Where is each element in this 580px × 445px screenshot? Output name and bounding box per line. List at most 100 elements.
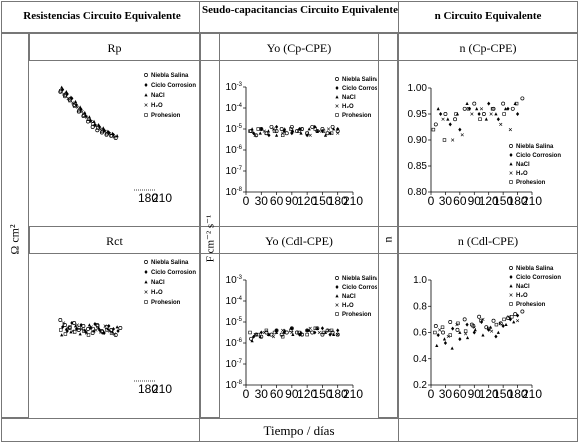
y-tick-label: 0.85 (408, 161, 428, 172)
data-point (484, 117, 488, 121)
data-point (478, 117, 482, 121)
legend-entry: NaCl (516, 162, 530, 168)
x-tick-label: 120 (297, 194, 317, 208)
data-point (510, 106, 515, 111)
legend-marker (509, 153, 513, 157)
data-point (506, 106, 510, 111)
data-point (60, 85, 64, 89)
data-point (98, 330, 103, 334)
legend-entry: Prohesion (342, 312, 372, 318)
legend-marker (509, 275, 513, 279)
x-tick-label: 180 (328, 194, 348, 208)
header-seudo-capacitancias: Seudo-capacitancias Circuito Equivalente (202, 4, 398, 16)
data-point (72, 330, 77, 334)
ylabel-capacitance: F cm⁻² s⁻¹ (204, 214, 217, 263)
y-tick-label: 10-8 (226, 380, 243, 391)
data-point (320, 129, 325, 134)
data-point (96, 324, 100, 328)
data-point (60, 333, 64, 337)
legend-entry: Ciclo Corrosion (151, 83, 196, 89)
data-point (502, 317, 506, 322)
data-point (481, 317, 485, 321)
ylabel-resistance: Ω cm² (7, 224, 22, 255)
data-point (72, 104, 77, 108)
data-point (78, 105, 82, 109)
data-point (82, 113, 86, 117)
data-point (515, 319, 520, 323)
legend-marker (144, 93, 148, 97)
legend-entry: Ciclo Corrosion (342, 285, 377, 291)
x-tick-label: 90 (468, 387, 482, 401)
y-tick-exponent: -7 (237, 359, 243, 365)
x-tick-label: 60 (453, 387, 467, 401)
data-point (59, 328, 63, 332)
row1-title-cell (29, 33, 578, 61)
data-point (305, 131, 309, 135)
data-point (503, 107, 508, 111)
data-point (77, 108, 81, 113)
data-point (455, 327, 460, 332)
data-point (438, 328, 442, 332)
data-point (66, 326, 70, 330)
legend-entry: Prohesion (151, 300, 181, 306)
data-point (272, 330, 277, 335)
title-n-cdl: n (Cdl-CPE) (457, 234, 519, 248)
x-tick-label: 0 (243, 387, 250, 401)
data-point (456, 321, 460, 326)
legend-entry: Ciclo Corrosion (151, 270, 196, 276)
legend-marker (509, 144, 513, 148)
y-tick-label: 10-7 (226, 359, 243, 370)
data-point (325, 328, 330, 333)
data-point (259, 330, 263, 335)
legend-entry: Prohesion (151, 113, 181, 119)
y-tick-exponent: -4 (237, 103, 243, 109)
data-point (250, 339, 254, 343)
legend-marker (144, 290, 148, 294)
data-point (109, 134, 114, 138)
legend-marker (335, 95, 339, 99)
x-tick-label: 150 (312, 387, 332, 401)
data-point (91, 327, 95, 331)
data-point (458, 330, 462, 334)
data-point (451, 326, 455, 331)
data-point (443, 341, 448, 345)
data-point (258, 131, 262, 135)
data-point (85, 331, 89, 335)
data-point (266, 332, 271, 336)
data-point (494, 322, 499, 327)
data-point (289, 328, 293, 333)
x-tick-label: 0 (243, 194, 250, 208)
data-point (446, 117, 450, 121)
data-point (451, 138, 455, 142)
y-tick-exponent: -4 (237, 296, 243, 302)
data-point (329, 328, 334, 333)
x-tick-label: 150 (493, 194, 513, 208)
data-point (463, 329, 468, 333)
data-point (313, 326, 317, 331)
data-point (336, 332, 340, 337)
y-tick-exponent: -5 (237, 317, 243, 323)
data-point (436, 333, 440, 338)
data-point (248, 330, 252, 335)
data-point (82, 329, 86, 333)
data-point (508, 127, 512, 132)
data-point (475, 107, 479, 111)
data-point (113, 136, 118, 140)
data-point (515, 112, 520, 116)
data-point (481, 333, 485, 337)
data-point (68, 325, 72, 329)
legend-entry: Ciclo Corrosion (516, 275, 561, 281)
data-point (442, 337, 447, 341)
data-point (465, 101, 469, 105)
data-point (477, 314, 482, 319)
data-point (283, 127, 287, 131)
data-point (59, 88, 63, 93)
data-point (330, 330, 335, 335)
data-point (465, 322, 469, 327)
data-point (97, 328, 102, 332)
data-point (460, 133, 464, 137)
data-point (496, 117, 500, 122)
y-tick-label: 0.90 (408, 135, 428, 146)
data-point (252, 131, 256, 136)
